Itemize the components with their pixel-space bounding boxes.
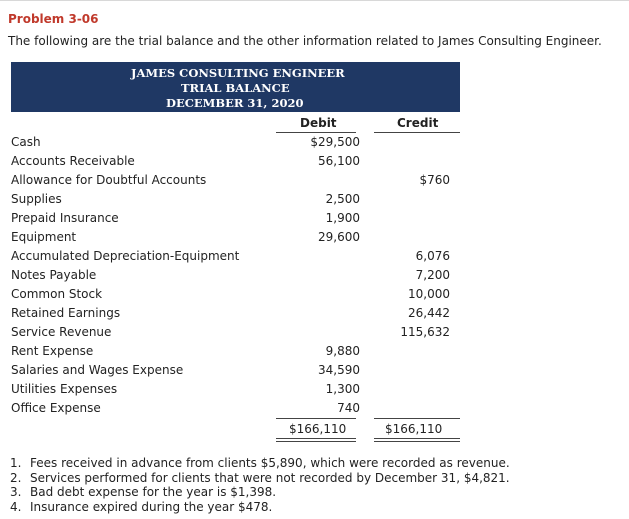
debit-amount: $29,500 <box>310 135 360 149</box>
table-row: Rent Expense 9,880 <box>11 344 460 363</box>
note-item: 4. Insurance expired during the year $478… <box>10 500 510 515</box>
debit-amount: 1,300 <box>325 382 360 396</box>
debit-double-underline <box>276 438 356 442</box>
additional-information-list: 1. Fees received in advance from clients … <box>10 456 510 514</box>
debit-total: $166,110 <box>289 422 347 436</box>
account-name: Service Revenue <box>11 325 112 339</box>
table-row: Allowance for Doubtful Accounts $760 <box>11 173 460 192</box>
debit-amount: 56,100 <box>318 154 360 168</box>
debit-amount: 1,900 <box>325 211 360 225</box>
table-row: Retained Earnings 26,442 <box>11 306 460 325</box>
note-number: 3. <box>10 485 22 499</box>
note-text: Services performed for clients that were… <box>30 470 510 485</box>
debit-amount: 740 <box>337 401 360 415</box>
table-row: Supplies 2,500 <box>11 192 460 211</box>
account-name: Salaries and Wages Expense <box>11 363 184 377</box>
note-number: 1. <box>10 456 22 470</box>
credit-amount: 115,632 <box>400 325 450 339</box>
credit-amount: 7,200 <box>415 268 450 282</box>
debit-header-underline <box>276 132 356 133</box>
account-name: Equipment <box>11 230 77 244</box>
table-row: Prepaid Insurance 1,900 <box>11 211 460 230</box>
debit-amount: 29,600 <box>318 230 360 244</box>
table-row: Utilities Expenses 1,300 <box>11 382 460 401</box>
account-name: Cash <box>11 135 41 149</box>
account-name: Office Expense <box>11 401 101 415</box>
credit-column-header: Credit <box>397 116 439 130</box>
problem-title: Problem 3-06 <box>8 12 99 26</box>
note-text: Fees received in advance from clients $5… <box>30 456 510 470</box>
company-name: JAMES CONSULTING ENGINEER <box>131 66 345 80</box>
account-name: Accounts Receivable <box>11 154 135 168</box>
note-item: 2. Services performed for clients that we… <box>10 471 510 486</box>
account-name: Utilities Expenses <box>11 382 118 396</box>
account-name: Notes Payable <box>11 268 97 282</box>
table-row: Office Expense 740 <box>11 401 460 420</box>
credit-amount: 6,076 <box>415 249 450 263</box>
account-name: Supplies <box>11 192 62 206</box>
top-divider <box>0 0 629 1</box>
account-name: Allowance for Doubtful Accounts <box>11 173 207 187</box>
debit-amount: 9,880 <box>325 344 360 358</box>
table-row: Equipment 29,600 <box>11 230 460 249</box>
statement-title: TRIAL BALANCE <box>181 81 290 95</box>
table-row: Accumulated Depreciation-Equipment 6,076 <box>11 249 460 268</box>
credit-total-rule <box>374 418 460 419</box>
table-row: Common Stock 10,000 <box>11 287 460 306</box>
account-name: Common Stock <box>11 287 103 301</box>
note-item: 3. Bad debt expense for the year is $1,39… <box>10 485 510 500</box>
debit-column-header: Debit <box>300 116 337 130</box>
debit-amount: 34,590 <box>318 363 360 377</box>
account-name: Rent Expense <box>11 344 94 358</box>
account-name: Accumulated Depreciation-Equipment <box>11 249 240 263</box>
table-row: Salaries and Wages Expense 34,590 <box>11 363 460 382</box>
credit-amount: 26,442 <box>408 306 450 320</box>
note-text: Insurance expired during the year $478. <box>30 499 273 514</box>
note-number: 4. <box>10 499 22 514</box>
note-text: Bad debt expense for the year is $1,398. <box>30 485 277 499</box>
statement-date: DECEMBER 31, 2020 <box>166 96 304 110</box>
account-name: Retained Earnings <box>11 306 121 320</box>
table-row: Accounts Receivable 56,100 <box>11 154 460 173</box>
table-row: Notes Payable 7,200 <box>11 268 460 287</box>
credit-amount: $760 <box>419 173 450 187</box>
note-item: 1. Fees received in advance from clients … <box>10 456 510 471</box>
credit-amount: 10,000 <box>408 287 450 301</box>
debit-amount: 2,500 <box>325 192 360 206</box>
note-number: 2. <box>10 470 22 485</box>
credit-double-underline <box>374 438 460 442</box>
header-divider <box>11 111 460 112</box>
account-name: Prepaid Insurance <box>11 211 119 225</box>
credit-header-underline <box>374 132 460 133</box>
table-row: Service Revenue 115,632 <box>11 325 460 344</box>
credit-total: $166,110 <box>385 422 443 436</box>
trial-balance-header: JAMES CONSULTING ENGINEER TRIAL BALANCE … <box>11 62 460 111</box>
table-row: Cash $29,500 <box>11 135 460 154</box>
intro-text: The following are the trial balance and … <box>8 34 602 48</box>
debit-total-rule <box>276 418 356 419</box>
